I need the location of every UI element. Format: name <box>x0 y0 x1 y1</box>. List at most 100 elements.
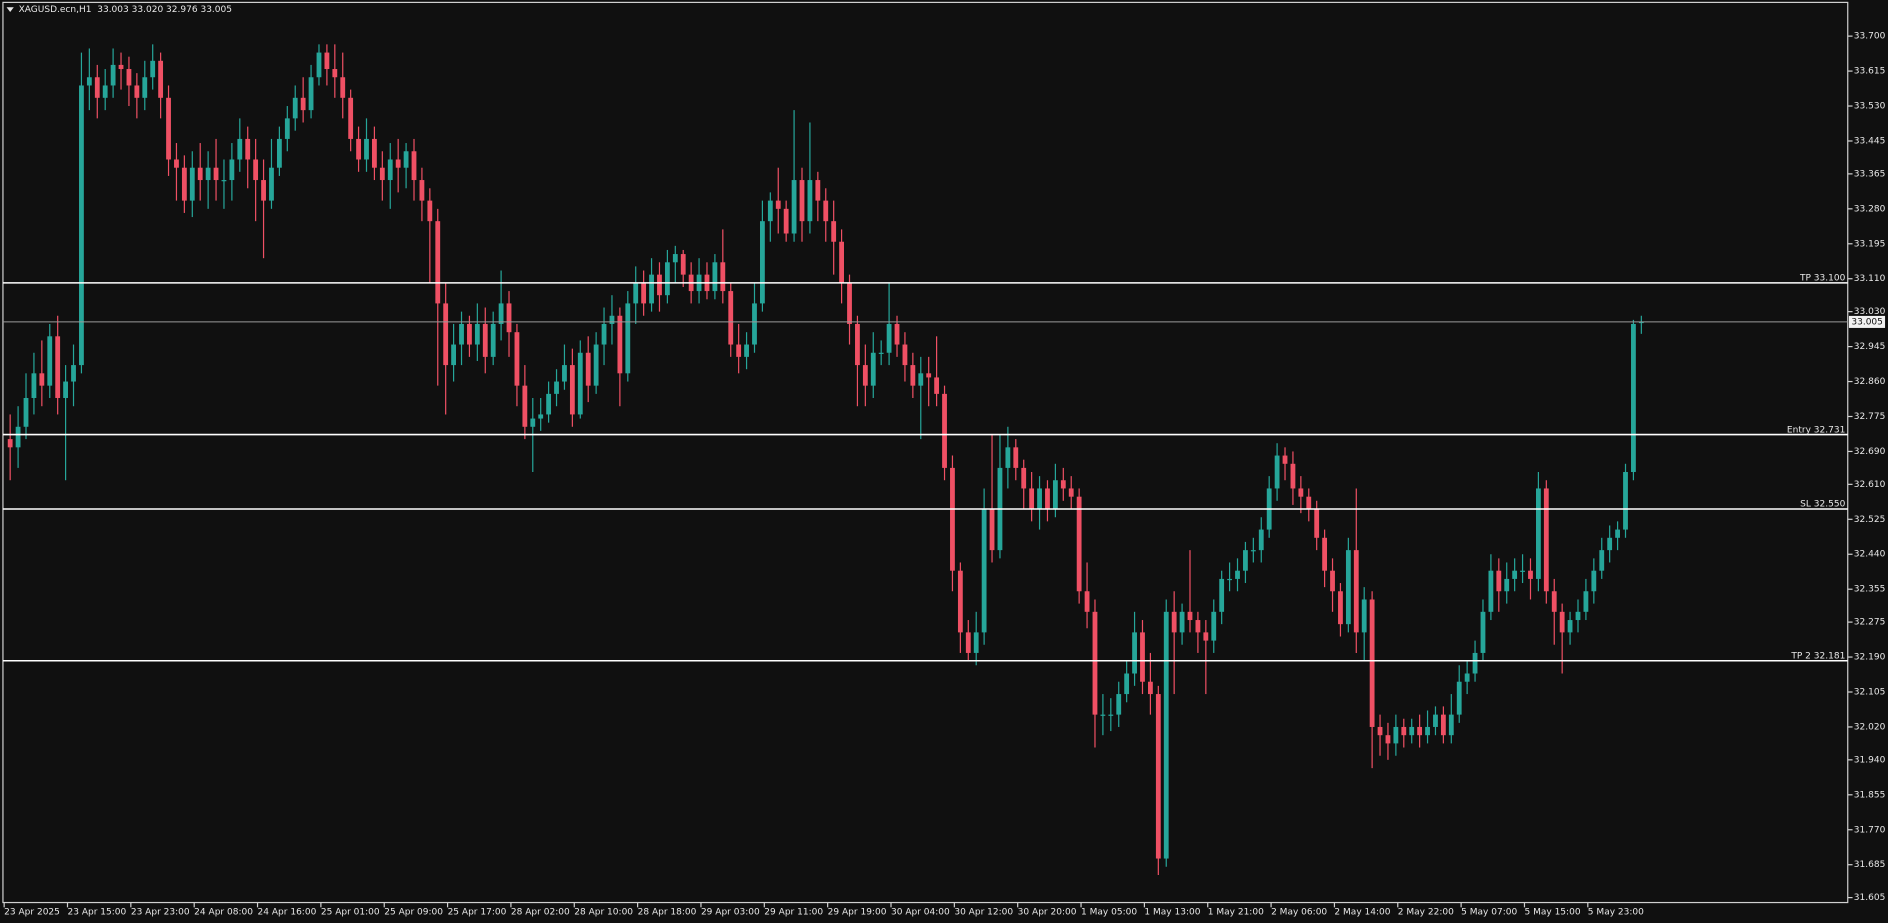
candle-body <box>839 241 844 283</box>
candle-body <box>443 303 449 366</box>
x-tick-label: 25 Apr 01:00 <box>321 908 380 918</box>
candle-body <box>1298 488 1304 497</box>
candle-body <box>926 373 932 378</box>
candle-body <box>356 138 361 160</box>
y-tick-label: 31.855 <box>1854 790 1886 800</box>
candle-body <box>1401 726 1407 736</box>
candle-body <box>1607 537 1613 551</box>
x-tick-label: 23 Apr 2025 <box>4 908 60 918</box>
y-tick-label: 32.945 <box>1854 342 1886 352</box>
candle-body <box>957 570 963 633</box>
candle-body <box>1567 620 1573 633</box>
candle-body <box>593 344 599 386</box>
candle-body <box>1425 726 1430 736</box>
candle-body <box>1472 652 1478 674</box>
candle-body <box>1045 488 1050 510</box>
candle-body <box>150 60 156 78</box>
candle-body <box>490 323 496 357</box>
y-tick-label: 32.105 <box>1854 688 1886 698</box>
x-tick-label: 24 Apr 16:00 <box>258 908 317 918</box>
candle-body <box>981 509 987 633</box>
candle-body <box>126 69 132 86</box>
candle-body <box>419 180 425 201</box>
candle-body <box>237 138 243 160</box>
candle-body <box>23 397 29 427</box>
candle-body <box>1029 488 1035 510</box>
level-label: SL 32.550 <box>1800 500 1845 510</box>
candle-body <box>411 151 417 181</box>
candle-body <box>1147 681 1153 695</box>
candle-body <box>284 118 290 139</box>
candle-body <box>395 159 401 168</box>
candle-body <box>94 77 100 98</box>
menu-arrow[interactable] <box>6 7 14 13</box>
candle-body <box>1615 529 1620 538</box>
candle-body <box>1512 570 1518 579</box>
candle-body <box>1116 694 1122 715</box>
candle-body <box>1203 632 1209 641</box>
candle-body <box>316 52 322 78</box>
candle-body <box>86 77 92 86</box>
candle-body <box>102 85 108 98</box>
plot-frame <box>2 1 1849 904</box>
x-tick-label: 24 Apr 08:00 <box>194 908 253 918</box>
y-tick-label: 31.685 <box>1854 860 1886 870</box>
candle-body <box>387 159 393 181</box>
y-tick-label: 32.775 <box>1854 412 1886 422</box>
candle-body <box>894 323 900 345</box>
candle-body <box>752 303 757 345</box>
candle-body <box>522 385 528 427</box>
level-label: TP 2 32.181 <box>1790 651 1845 661</box>
candle-body <box>649 274 654 304</box>
candle-body <box>1599 550 1605 571</box>
y-tick-label: 32.355 <box>1854 585 1886 595</box>
y-tick-label: 32.525 <box>1854 515 1886 525</box>
candle-body <box>736 344 742 357</box>
candle-body <box>1322 537 1328 571</box>
candle-body <box>158 60 164 98</box>
x-tick-label: 25 Apr 09:00 <box>384 908 443 918</box>
x-tick-label: 29 Apr 19:00 <box>828 908 887 918</box>
candle-body <box>530 418 536 427</box>
x-tick-label: 28 Apr 18:00 <box>638 908 697 918</box>
candle-body <box>1361 599 1367 633</box>
chart-title: XAGUSD.ecn,H1 33.003 33.020 32.976 33.00… <box>19 5 232 15</box>
candle-body <box>878 352 884 354</box>
candle-body <box>910 365 916 386</box>
candle-body <box>1409 726 1415 736</box>
candle-body <box>680 254 686 275</box>
candle-body <box>197 167 203 181</box>
candle-body <box>1219 578 1225 612</box>
candle-body <box>942 393 947 468</box>
candle-body <box>300 97 306 111</box>
y-tick-label: 33.195 <box>1854 239 1886 249</box>
y-tick-label: 32.190 <box>1854 653 1886 663</box>
candle-body <box>712 262 718 292</box>
candle-body <box>1377 726 1383 736</box>
y-tick-label: 32.275 <box>1854 618 1886 628</box>
candle-body <box>1559 611 1565 633</box>
candle-body <box>1155 694 1161 859</box>
candle-body <box>348 97 354 139</box>
candle-body <box>760 221 765 304</box>
candle-body <box>1488 570 1494 612</box>
candle-body <box>577 352 583 415</box>
x-tick-label: 2 May 06:00 <box>1271 908 1327 918</box>
y-tick-label: 33.445 <box>1854 136 1886 146</box>
candle-body <box>1353 550 1359 633</box>
candle-body <box>1591 570 1597 592</box>
candle-body <box>807 180 813 222</box>
candle-body <box>47 336 53 386</box>
candle-body <box>1132 632 1137 674</box>
candle-body <box>1623 472 1628 530</box>
y-tick-label: 33.700 <box>1854 32 1886 42</box>
candle-body <box>1345 550 1351 625</box>
candle-body <box>601 323 607 345</box>
candle-body <box>625 303 631 374</box>
x-tick-label: 5 May 23:00 <box>1588 908 1644 918</box>
candle-body <box>474 323 480 345</box>
y-tick-label: 33.530 <box>1854 102 1886 112</box>
candle-body <box>775 200 781 209</box>
last-price-label: 33.005 <box>1851 317 1883 327</box>
candle-body <box>870 352 876 386</box>
